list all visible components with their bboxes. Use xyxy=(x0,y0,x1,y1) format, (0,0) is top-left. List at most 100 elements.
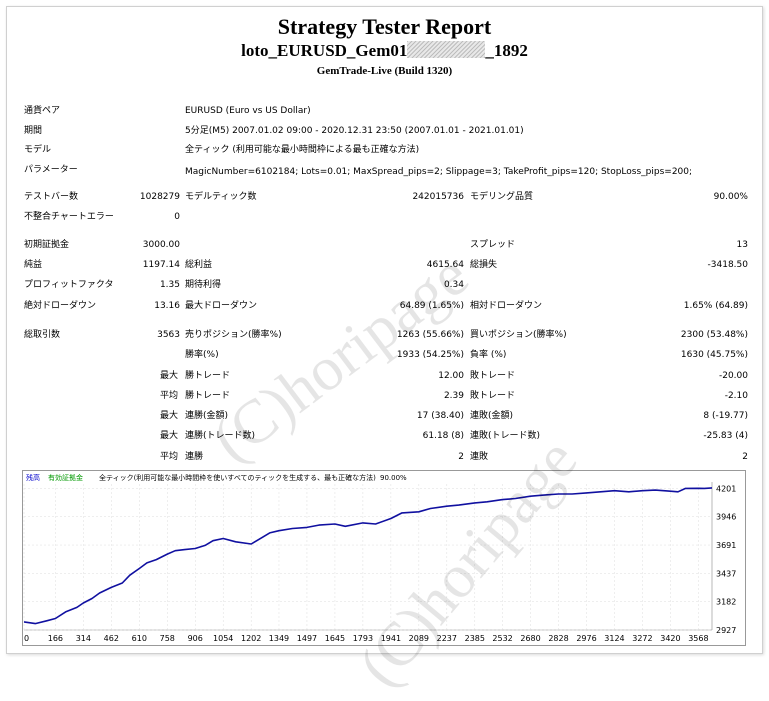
x-tick-label: 1793 xyxy=(353,634,373,643)
chart-grid xyxy=(23,482,713,631)
x-tick-label: 166 xyxy=(48,634,63,643)
cons-win-cnt-value: 61.18 (8) xyxy=(422,431,464,441)
avg-cons-win-value: 2 xyxy=(458,452,464,462)
deposit-value: 3000.00 xyxy=(142,240,180,250)
x-tick-label: 1202 xyxy=(241,634,261,643)
gross-loss-label: 総損失 xyxy=(470,260,498,270)
max-dd-value: 64.89 (1.65%) xyxy=(399,301,464,311)
legend-quality: 90.00% xyxy=(380,474,407,482)
net-label: 純益 xyxy=(24,260,43,270)
quality-value: 90.00% xyxy=(713,192,748,202)
best-value: 12.00 xyxy=(438,371,464,381)
x-tick-label: 2089 xyxy=(409,634,429,643)
abs-dd-label: 絶対ドローダウン xyxy=(24,301,97,311)
abs-dd-value: 13.16 xyxy=(154,301,180,311)
x-tick-label: 3420 xyxy=(660,634,680,643)
mismatch-value: 0 xyxy=(174,212,180,222)
cons-win-amt-value: 17 (38.40) xyxy=(416,411,464,421)
x-tick-label: 2385 xyxy=(465,634,485,643)
server-build: GemTrade-Live (Build 1320) xyxy=(316,65,453,77)
y-tick-label: 3691 xyxy=(716,541,736,550)
spread-value: 13 xyxy=(736,240,748,250)
cons-loss-cnt-label: 連敗(トレード数) xyxy=(470,431,541,441)
avg-word-2: 平均 xyxy=(159,452,178,462)
net-value: 1197.14 xyxy=(142,260,180,270)
subtitle-expert-name: loto_EURUSD_Gem01 xyxy=(241,41,408,60)
rel-dd-value: 1.65% (64.89) xyxy=(683,301,748,311)
legend-balance: 残高 xyxy=(26,473,40,482)
avg-cons-win-label: 連勝 xyxy=(185,452,204,462)
avg-win-label: 勝トレード xyxy=(185,391,231,401)
cons-loss-cnt-value: -25.83 (4) xyxy=(703,431,748,441)
pair-value: EURUSD (Euro vs US Dollar) xyxy=(185,106,311,116)
max-word-2: 最大 xyxy=(159,411,178,421)
loss-label: 負率 (%) xyxy=(470,350,507,360)
model-value: 全ティック (利用可能な最小時間枠による最も正確な方法) xyxy=(185,145,420,155)
gross-profit-value: 4615.64 xyxy=(426,260,464,270)
y-tick-label: 3437 xyxy=(716,569,736,578)
x-tick-label: 462 xyxy=(104,634,119,643)
cons-win-amt-label: 連勝(金額) xyxy=(185,411,229,421)
avg-word-1: 平均 xyxy=(159,391,178,401)
avg-cons-loss-label: 連敗 xyxy=(470,452,489,462)
x-tick-label: 1349 xyxy=(269,634,289,643)
long-label: 買いポジション(勝率%) xyxy=(470,330,567,340)
x-tick-label: 758 xyxy=(160,634,175,643)
ticks-value: 242015736 xyxy=(412,192,464,202)
long-value: 2300 (53.48%) xyxy=(680,330,748,340)
rel-dd-label: 相対ドローダウン xyxy=(470,301,543,311)
avg-loss-value: -2.10 xyxy=(724,391,748,401)
report-frame xyxy=(6,6,763,654)
ticks-label: モデルティック数 xyxy=(185,192,257,202)
x-tick-label: 2828 xyxy=(548,634,568,643)
legend-model: 全ティック(利用可能な最小時間枠を使いすべてのティックを生成する、最も正確な方法… xyxy=(99,473,376,482)
x-tick-label: 0 xyxy=(24,634,29,643)
worst-label: 敗トレード xyxy=(470,371,516,381)
x-tick-label: 2532 xyxy=(492,634,512,643)
balance-chart: 0 166 314 462 610 758 906 1054 1202 1349 1497 1645 1… xyxy=(22,470,746,646)
period-label: 期間 xyxy=(24,126,43,136)
period-value: 5分足(M5) 2007.01.02 09:00 - 2020.12.31 23… xyxy=(185,126,524,136)
params-label: パラメーター xyxy=(24,165,78,175)
y-tick-label: 4201 xyxy=(716,484,736,493)
trades-label: 総取引数 xyxy=(24,330,61,340)
win-label: 勝率(%) xyxy=(185,350,219,360)
x-tick-label: 3568 xyxy=(688,634,708,643)
expected-value: 0.34 xyxy=(443,280,464,290)
x-tick-label: 1645 xyxy=(325,634,345,643)
pf-label: プロフィットファクタ xyxy=(24,280,114,290)
cons-loss-amt-label: 連敗(金額) xyxy=(470,411,514,421)
pf-value: 1.35 xyxy=(159,280,180,290)
x-tick-label: 3272 xyxy=(632,634,652,643)
best-label: 勝トレード xyxy=(185,371,231,381)
x-tick-label: 1054 xyxy=(213,634,233,643)
short-label: 売りポジション(勝率%) xyxy=(185,330,282,340)
max-dd-label: 最大ドローダウン xyxy=(185,301,258,311)
redaction-block xyxy=(407,41,486,58)
balance-line xyxy=(23,487,713,625)
balance-series xyxy=(23,487,713,625)
x-tick-label: 610 xyxy=(132,634,147,643)
trades-value: 3563 xyxy=(157,330,180,340)
y-tick-label: 2927 xyxy=(716,626,736,635)
subtitle-suffix: _1892 xyxy=(485,41,528,60)
bars-label: テストバー数 xyxy=(24,192,79,202)
cons-win-cnt-label: 連勝(トレード数) xyxy=(185,431,256,441)
gross-loss-value: -3418.50 xyxy=(707,260,748,270)
model-label: モデル xyxy=(24,145,52,155)
bars-value: 1028279 xyxy=(139,192,180,202)
chart-ticks: 0 166 314 462 610 758 906 1054 1202 1349 1497 1645 1… xyxy=(24,484,736,643)
chart-legend: 残高 有効証拠金 全ティック(利用可能な最小時間枠を使いすべてのティックを生成す… xyxy=(26,473,407,482)
chart-border xyxy=(22,470,746,646)
params-value: MagicNumber=6102184; Lots=0.01; MaxSprea… xyxy=(185,167,693,177)
expected-label: 期待利得 xyxy=(185,280,222,290)
spread-label: スプレッド xyxy=(470,240,516,250)
deposit-label: 初期証拠金 xyxy=(24,240,70,250)
legend-equity: 有効証拠金 xyxy=(48,473,83,482)
report-title: Strategy Tester Report xyxy=(277,14,492,39)
loss-value: 1630 (45.75%) xyxy=(680,350,748,360)
max-word-3: 最大 xyxy=(159,431,178,441)
gross-profit-label: 総利益 xyxy=(185,260,213,270)
report-subtitle: loto_EURUSD_Gem01 _1892 xyxy=(0,41,769,61)
avg-loss-label: 敗トレード xyxy=(470,391,516,401)
